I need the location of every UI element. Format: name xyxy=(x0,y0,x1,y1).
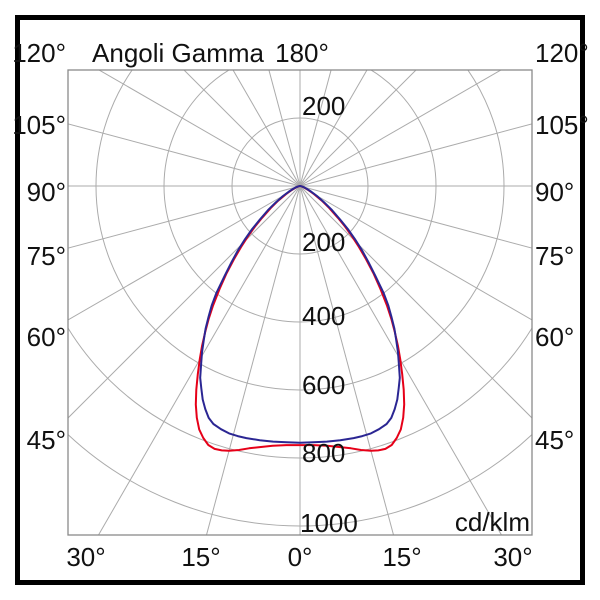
gamma-label-right-60: 60° xyxy=(535,322,575,352)
gamma-label-right-75: 75° xyxy=(535,241,575,271)
radial-tick-1000: 1000 xyxy=(300,508,358,538)
gamma-label-left-120: 120° xyxy=(12,38,66,68)
gamma-label-right-105: 105° xyxy=(535,110,589,140)
gamma-label-left-45: 45° xyxy=(26,425,66,455)
gamma-label-left-105: 105° xyxy=(12,110,66,140)
chart-title: Angoli Gamma xyxy=(92,38,264,68)
gamma-label-left-60: 60° xyxy=(26,322,66,352)
radial-tick-400: 400 xyxy=(302,301,346,331)
zenith-angle-label: 180° xyxy=(275,38,329,68)
radial-tick-200-upper: 200 xyxy=(302,91,346,121)
radial-tick-200: 200 xyxy=(302,227,346,257)
radial-tick-800: 800 xyxy=(302,438,346,468)
gamma-label-bottom-15L: 15° xyxy=(181,542,221,572)
gamma-label-right-45: 45° xyxy=(535,425,575,455)
gamma-label-right-90: 90° xyxy=(535,177,575,207)
gamma-label-bottom-30L: 30° xyxy=(66,542,106,572)
unit-label: cd/klm xyxy=(454,507,530,537)
plot-border xyxy=(67,69,533,536)
radial-tick-600: 600 xyxy=(302,370,346,400)
gamma-label-bottom-30R: 30° xyxy=(493,542,533,572)
gamma-label-bottom-0: 0° xyxy=(287,542,313,572)
gamma-label-bottom-15R: 15° xyxy=(382,542,422,572)
gamma-label-right-120: 120° xyxy=(535,38,589,68)
gamma-label-left-75: 75° xyxy=(26,241,66,271)
gamma-label-left-90: 90° xyxy=(26,177,66,207)
blue-curve xyxy=(199,185,401,444)
outer-frame xyxy=(15,15,585,585)
